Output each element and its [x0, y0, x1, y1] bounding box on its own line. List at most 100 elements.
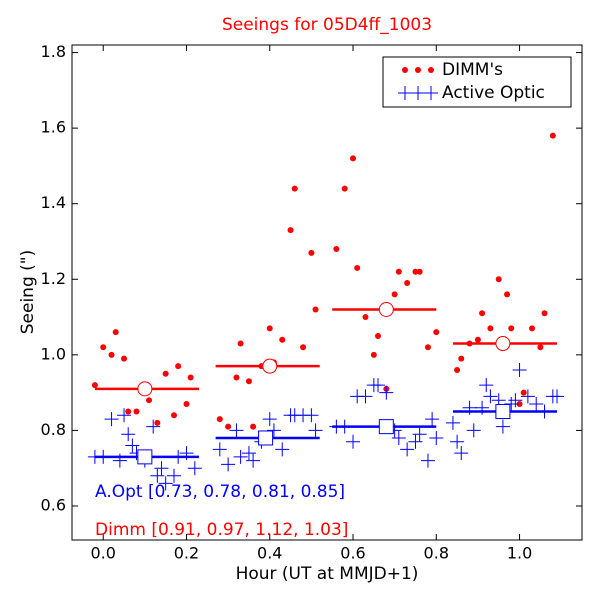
y-tick-label: 1.4	[41, 193, 66, 212]
point	[108, 351, 115, 358]
point	[412, 268, 419, 275]
y-tick-label: 0.6	[41, 495, 66, 514]
point	[154, 461, 169, 476]
point	[512, 362, 527, 377]
point	[146, 397, 153, 404]
point	[474, 336, 481, 343]
legend-marker	[428, 67, 434, 73]
point	[187, 461, 202, 476]
point	[341, 185, 348, 192]
x-tick-label: 0.8	[424, 544, 449, 563]
point	[250, 423, 257, 430]
point	[479, 378, 494, 393]
point	[400, 442, 415, 457]
point	[508, 325, 515, 332]
bin-marker	[495, 404, 511, 420]
legend-label: DIMM's	[442, 60, 503, 80]
point	[350, 155, 357, 162]
bin-marker	[137, 381, 153, 397]
legend-label: Active Optic	[442, 83, 545, 103]
point	[162, 370, 169, 377]
point	[458, 355, 465, 362]
point	[212, 442, 227, 457]
point	[233, 449, 248, 464]
x-axis-label: Hour (UT at MMJD+1)	[236, 564, 419, 584]
point	[183, 400, 190, 407]
point	[354, 264, 361, 271]
point	[125, 438, 140, 453]
point	[133, 408, 140, 415]
point	[429, 430, 444, 445]
point	[300, 344, 307, 351]
y-tick-label: 1.8	[41, 42, 66, 61]
point	[241, 446, 256, 461]
point	[412, 427, 427, 442]
legend-marker	[415, 67, 421, 73]
x-tick-label: 0.2	[174, 544, 199, 563]
point	[454, 446, 469, 461]
chart-title: Seeings for 05D4ff_1003	[222, 15, 432, 35]
plot-frame	[71, 44, 583, 541]
point	[146, 419, 161, 434]
y-tick-label: 0.8	[41, 420, 66, 439]
point	[175, 363, 182, 370]
point	[333, 246, 340, 253]
point	[549, 132, 556, 139]
point	[504, 291, 511, 298]
point	[529, 396, 544, 411]
point	[266, 325, 273, 332]
point	[537, 344, 544, 351]
point	[287, 227, 294, 234]
point	[246, 453, 261, 468]
point	[375, 332, 381, 339]
bin-marker	[262, 358, 278, 374]
legend-marker	[411, 86, 425, 100]
point	[117, 408, 132, 423]
point	[529, 325, 536, 332]
point	[275, 442, 290, 457]
y-axis-label: Seeing (")	[18, 250, 38, 335]
point	[150, 468, 165, 483]
point	[433, 329, 440, 336]
point	[370, 351, 377, 358]
point	[391, 291, 398, 298]
bin-marker	[137, 449, 153, 465]
point	[516, 400, 523, 407]
point	[279, 336, 286, 343]
legend-box	[382, 56, 572, 108]
point	[308, 423, 323, 438]
point	[445, 415, 460, 430]
y-tick-label: 1.2	[41, 269, 66, 288]
point	[308, 249, 315, 256]
point	[495, 419, 510, 434]
point	[125, 408, 132, 415]
point	[408, 434, 423, 449]
point	[466, 423, 481, 438]
bin-marker	[378, 419, 394, 435]
point	[154, 419, 161, 426]
point	[508, 393, 523, 408]
annotation: A.Opt [0.73, 0.78, 0.81, 0.85]	[95, 482, 345, 502]
point	[158, 476, 173, 491]
point	[404, 280, 411, 287]
point	[520, 389, 527, 396]
point	[391, 430, 406, 445]
bin-marker	[258, 430, 274, 446]
point	[237, 340, 244, 347]
point	[379, 385, 394, 400]
point	[91, 382, 98, 389]
bin-marker	[378, 302, 394, 318]
point	[216, 416, 223, 423]
point	[121, 355, 128, 362]
y-tick-label: 1.6	[41, 118, 66, 137]
point	[495, 276, 502, 283]
x-tick-label: 0.4	[257, 544, 282, 563]
point	[450, 434, 465, 449]
point	[395, 268, 402, 275]
point	[121, 427, 136, 442]
point	[483, 389, 498, 404]
point	[167, 468, 181, 483]
point	[112, 329, 119, 336]
point	[100, 344, 107, 351]
point	[346, 434, 361, 449]
